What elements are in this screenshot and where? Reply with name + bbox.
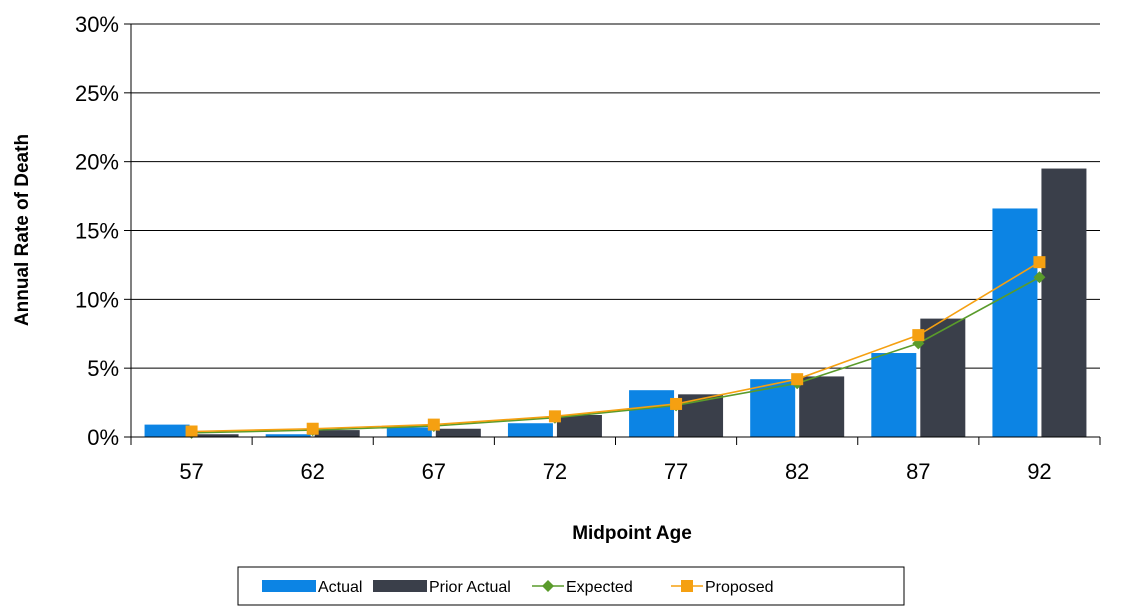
bar-actual-57 <box>144 424 190 437</box>
bar-actual-77 <box>629 390 675 437</box>
bar-actual-92 <box>992 208 1038 437</box>
bar-actual-72 <box>507 423 553 437</box>
marker-proposed-57 <box>185 425 198 438</box>
y-axis-title: Annual Rate of Death <box>12 134 33 326</box>
bar-prior-actual-67 <box>435 428 481 437</box>
y-tick-label-5: 25% <box>75 81 119 106</box>
x-tick-label-0: 57 <box>179 459 203 484</box>
x-tick-label-4: 77 <box>664 459 688 484</box>
axes <box>124 23 1101 445</box>
marker-proposed-82 <box>791 373 804 386</box>
marker-proposed-77 <box>670 397 683 410</box>
marker-proposed-92 <box>1033 256 1046 269</box>
marker-proposed-67 <box>427 418 440 431</box>
bar-prior-actual-57 <box>193 434 239 437</box>
marker-proposed-72 <box>548 410 561 423</box>
line-expected <box>191 276 1040 434</box>
x-tick-label-6: 87 <box>906 459 930 484</box>
marker-proposed-87 <box>912 329 925 342</box>
y-tick-label-4: 20% <box>75 150 119 175</box>
legend-box <box>237 566 905 606</box>
x-axis-title: Midpoint Age <box>572 523 692 544</box>
legend-label-prior-actual: Prior Actual <box>429 579 511 596</box>
bar-prior-actual-62 <box>314 430 360 437</box>
x-tick-label-3: 72 <box>543 459 567 484</box>
bar-actual-82 <box>750 379 796 437</box>
legend-marker-proposed <box>681 580 693 592</box>
y-tick-label-2: 10% <box>75 287 119 312</box>
y-tick-labels: 0% 5% 10% 15% 20% 25% 30% <box>75 12 119 450</box>
y-tick-label-1: 5% <box>87 356 119 381</box>
bar-actual-62 <box>265 434 311 437</box>
bar-actual-87 <box>871 353 917 437</box>
legend-swatch-prior-actual <box>373 580 427 592</box>
x-tick-label-1: 62 <box>300 459 324 484</box>
y-tick-label-0: 0% <box>87 425 119 450</box>
legend-marker-expected <box>542 580 554 592</box>
bars <box>144 168 1087 438</box>
bar-prior-actual-72 <box>556 414 602 437</box>
line-proposed <box>191 261 1040 433</box>
bar-prior-actual-87 <box>920 318 966 437</box>
y-tick-label-6: 30% <box>75 12 119 37</box>
legend: Actual Prior Actual Expected Proposed <box>237 566 905 606</box>
gridlines <box>131 23 1100 369</box>
bar-prior-actual-92 <box>1041 168 1087 438</box>
series-lines <box>185 256 1046 439</box>
legend-label-actual: Actual <box>318 579 362 596</box>
legend-label-expected: Expected <box>566 579 633 596</box>
legend-label-proposed: Proposed <box>705 579 774 596</box>
x-tick-label-2: 67 <box>422 459 446 484</box>
legend-swatch-actual <box>262 580 316 592</box>
marker-expected-92 <box>1033 271 1046 284</box>
x-tick-label-5: 82 <box>785 459 809 484</box>
bar-prior-actual-82 <box>799 376 845 437</box>
marker-proposed-62 <box>306 422 319 435</box>
x-tick-labels: 57 62 67 72 77 82 87 92 <box>179 459 1051 484</box>
x-tick-label-7: 92 <box>1027 459 1051 484</box>
bar-actual-67 <box>386 427 432 437</box>
y-tick-label-3: 15% <box>75 219 119 244</box>
